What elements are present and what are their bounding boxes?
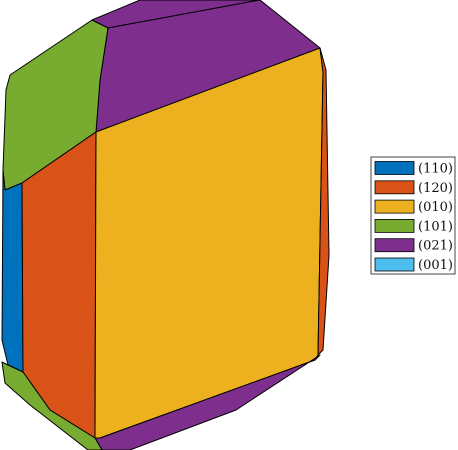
legend-swatch	[374, 161, 415, 175]
legend-swatch	[374, 257, 415, 272]
legend-label: (120)	[418, 181, 453, 196]
legend-label: (110)	[418, 162, 453, 177]
legend-swatch	[374, 238, 415, 253]
legend-swatch	[374, 218, 415, 233]
legend-label: (101)	[418, 219, 453, 234]
legend-box	[370, 156, 456, 275]
legend-label: (001)	[418, 258, 453, 273]
face-021-bottom	[94, 354, 321, 450]
legend-swatch	[374, 199, 415, 214]
face-120-right	[317, 47, 330, 356]
legend-label: (010)	[418, 200, 453, 215]
legend-swatch	[374, 180, 415, 195]
legend-label: (021)	[418, 239, 453, 254]
legend: (110) (120) (010) (101) (021) (001)	[370, 156, 456, 275]
face-101-lower	[1, 361, 103, 450]
face-110	[1, 169, 24, 373]
